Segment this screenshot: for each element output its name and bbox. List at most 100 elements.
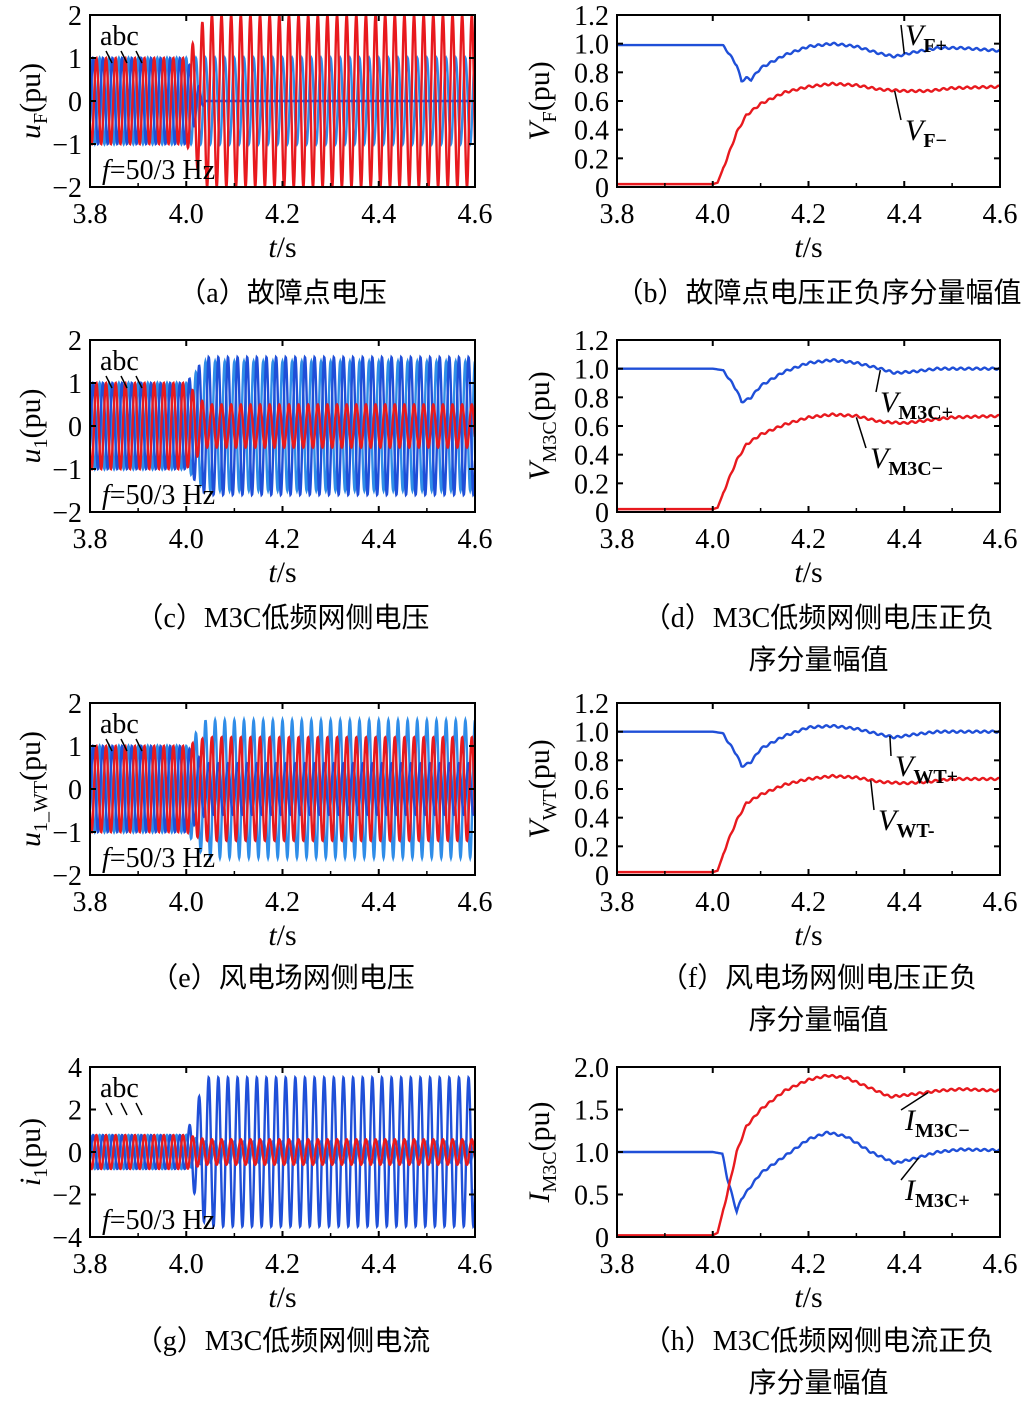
x-tick-label-e-2: 4.2 bbox=[265, 887, 300, 918]
series-line-c-b bbox=[90, 354, 475, 498]
x-axis-label-g: t/s bbox=[268, 1281, 296, 1314]
series-label-leader-h-0 bbox=[900, 1091, 929, 1111]
x-tick-label-a-3: 4.4 bbox=[361, 199, 396, 230]
series-line-a-c bbox=[90, 15, 475, 187]
x-tick-label-a-1: 4.0 bbox=[169, 199, 204, 230]
caption-line2-h: 序分量幅值 bbox=[748, 1367, 888, 1399]
y-tick-label-d-2: 0.4 bbox=[574, 441, 609, 472]
x-tick-label-f-3: 4.4 bbox=[887, 887, 922, 918]
x-axis-label-e: t/s bbox=[268, 919, 296, 952]
y-axis-label-a: uF(pu) bbox=[14, 63, 52, 139]
x-tick-label-d-3: 4.4 bbox=[887, 524, 922, 555]
y-tick-label-d-4: 0.8 bbox=[574, 383, 609, 414]
x-tick-label-c-2: 4.2 bbox=[265, 524, 300, 555]
plot-area-a bbox=[90, 15, 475, 187]
phase-leader-c-0 bbox=[105, 375, 113, 389]
series-line-d-pos bbox=[617, 358, 1000, 404]
y-tick-label-e-2: 0 bbox=[68, 775, 82, 806]
x-tick-label-f-2: 4.2 bbox=[791, 887, 826, 918]
y-tick-label-g-0: −4 bbox=[52, 1223, 82, 1254]
y-tick-label-d-3: 0.6 bbox=[574, 412, 609, 443]
x-tick-label-c-3: 4.4 bbox=[361, 524, 396, 555]
phase-leader-c-2 bbox=[135, 375, 143, 389]
x-axis-label-f: t/s bbox=[794, 919, 822, 952]
series-line-c-c bbox=[90, 381, 475, 471]
series-label-leader-b-1 bbox=[893, 90, 902, 121]
y-tick-label-b-3: 0.6 bbox=[574, 87, 609, 118]
x-tick-label-h-1: 4.0 bbox=[695, 1249, 730, 1280]
series-line-b-pos bbox=[617, 41, 1000, 83]
y-tick-label-e-0: −2 bbox=[52, 861, 82, 892]
y-tick-label-a-3: 1 bbox=[68, 44, 82, 75]
series-line-f-pos bbox=[617, 723, 1000, 768]
x-tick-label-b-2: 4.2 bbox=[791, 199, 826, 230]
phase-leader-a-0 bbox=[105, 50, 113, 64]
panel-f: 3.8 4.0 4.2 4.4 4.6 00.20.40.60.81.01.2 t/s VWT… bbox=[523, 689, 1018, 1036]
y-tick-label-b-4: 0.8 bbox=[574, 58, 609, 89]
x-tick-label-f-4: 4.6 bbox=[983, 887, 1018, 918]
series-label-d-0: VM3C+ bbox=[880, 386, 953, 424]
series-line-h-pos bbox=[617, 1130, 1000, 1216]
y-tick-label-b-1: 0.2 bbox=[574, 144, 609, 175]
frequency-label-c: f=50/3 Hz bbox=[102, 480, 215, 511]
x-axis-label-a: t/s bbox=[268, 231, 296, 264]
y-tick-label-f-4: 0.8 bbox=[574, 746, 609, 777]
x-axis-label-c: t/s bbox=[268, 556, 296, 589]
series-label-b-0: VF+ bbox=[905, 19, 947, 57]
y-tick-label-b-5: 1.0 bbox=[574, 30, 609, 61]
series-line-g-c bbox=[90, 1133, 475, 1171]
y-axis-label-f: VWT(pu) bbox=[523, 739, 561, 838]
panel-a: 3.8 4.0 4.2 4.4 4.6 −2 −1 0 1 2 t/s uF(pu) abc f=50/3… bbox=[14, 1, 493, 309]
frequency-label-a: f=50/3 Hz bbox=[102, 155, 215, 186]
y-tick-label-c-3: 1 bbox=[68, 369, 82, 400]
y-tick-label-h-3: 1.5 bbox=[574, 1096, 609, 1127]
plot-area-g bbox=[90, 1074, 475, 1230]
x-tick-label-b-0: 3.8 bbox=[600, 199, 635, 230]
y-tick-label-d-0: 0 bbox=[595, 498, 609, 529]
series-label-b-1: VF− bbox=[905, 114, 947, 152]
x-tick-label-h-2: 4.2 bbox=[791, 1249, 826, 1280]
y-tick-label-f-5: 1.0 bbox=[574, 718, 609, 749]
caption-b: （b）故障点电压正负序分量幅值 bbox=[615, 277, 1021, 309]
x-tick-label-d-0: 3.8 bbox=[600, 524, 635, 555]
caption-a: （a）故障点电压 bbox=[178, 277, 386, 309]
x-axis-label-b: t/s bbox=[794, 231, 822, 264]
phase-label-e: abc bbox=[100, 709, 139, 740]
phase-leader-a-1 bbox=[120, 50, 128, 64]
y-tick-label-b-0: 0 bbox=[595, 173, 609, 204]
y-tick-label-c-2: 0 bbox=[68, 412, 82, 443]
series-label-leader-d-1 bbox=[855, 417, 867, 449]
plot-area-b bbox=[617, 41, 1000, 186]
series-label-leader-h-1 bbox=[900, 1157, 920, 1181]
y-tick-label-f-2: 0.4 bbox=[574, 804, 609, 835]
x-tick-label-g-3: 4.4 bbox=[361, 1249, 396, 1280]
x-axis-label-h: t/s bbox=[794, 1281, 822, 1314]
x-tick-label-d-4: 4.6 bbox=[983, 524, 1018, 555]
y-tick-label-h-2: 1.0 bbox=[574, 1138, 609, 1169]
panel-g: 3.8 4.0 4.2 4.4 4.6 −4 −2 0 2 4 t/s i1(pu) abc f=50/3… bbox=[14, 1053, 493, 1357]
phase-leader-e-2 bbox=[135, 738, 143, 752]
axes-frame-d bbox=[616, 339, 1001, 513]
caption-line2-f: 序分量幅值 bbox=[748, 1004, 888, 1036]
y-tick-label-g-3: 2 bbox=[68, 1096, 82, 1127]
y-tick-label-d-1: 0.2 bbox=[574, 469, 609, 500]
y-tick-label-e-4: 2 bbox=[68, 689, 82, 720]
caption-g: （g）M3C低频网侧电流 bbox=[135, 1325, 431, 1357]
caption-d: （d）M3C低频网侧电压正负 bbox=[643, 602, 995, 634]
y-tick-label-d-6: 1.2 bbox=[574, 326, 609, 357]
y-axis-label-d: VM3C(pu) bbox=[523, 371, 561, 480]
series-line-g-b bbox=[90, 1074, 475, 1230]
y-tick-label-c-1: −1 bbox=[52, 455, 82, 486]
panel-c: 3.8 4.0 4.2 4.4 4.6 −2 −1 0 1 2 t/s u1(pu) abc f=50/3… bbox=[14, 326, 493, 634]
y-tick-label-h-4: 2.0 bbox=[574, 1053, 609, 1084]
caption-f: （f）风电场网侧电压正负 bbox=[660, 962, 977, 994]
y-tick-label-f-1: 0.2 bbox=[574, 832, 609, 863]
plot-area-f bbox=[617, 723, 1000, 874]
y-axis-label-g: i1(pu) bbox=[14, 1118, 52, 1186]
x-tick-label-a-0: 3.8 bbox=[73, 199, 108, 230]
phase-leader-g-1 bbox=[120, 1102, 128, 1116]
x-tick-label-e-3: 4.4 bbox=[361, 887, 396, 918]
x-tick-label-g-4: 4.6 bbox=[458, 1249, 493, 1280]
x-tick-label-f-1: 4.0 bbox=[695, 887, 730, 918]
